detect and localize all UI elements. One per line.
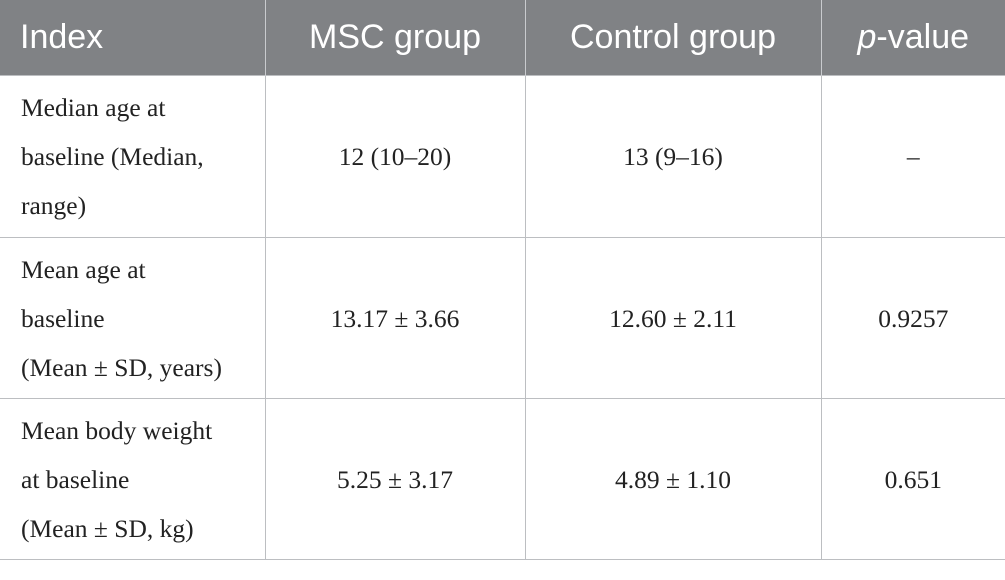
header-msc-group: MSC group: [264, 0, 526, 76]
row-label-line: at baseline: [21, 464, 130, 494]
row-label: Mean body weight at baseline (Mean ± SD,…: [0, 398, 266, 560]
header-p-value: p-value: [820, 0, 1005, 76]
row-label: Mean age at baseline (Mean ± SD, years): [0, 237, 266, 399]
header-control-group: Control group: [524, 0, 822, 76]
row-label: Median age at baseline (Median, range): [0, 75, 266, 238]
msc-value: 5.25 ± 3.17: [264, 398, 526, 560]
row-label-line: baseline (Median,: [21, 142, 204, 171]
table-header: Index MSC group Control group p-value: [0, 0, 1005, 76]
header-p-italic: p: [857, 18, 877, 56]
row-label-line: (Mean ± SD, years): [21, 352, 222, 382]
row-label-line: Median age at: [21, 93, 166, 122]
p-value: –: [820, 75, 1005, 238]
msc-value: 13.17 ± 3.66: [264, 237, 526, 399]
msc-value: 12 (10–20): [264, 75, 526, 238]
table-row: Mean body weight at baseline (Mean ± SD,…: [0, 398, 1005, 560]
row-label-line: Mean body weight: [21, 415, 213, 445]
row-label-line: range): [21, 191, 87, 220]
control-value: 12.60 ± 2.11: [524, 237, 822, 399]
table-row: Median age at baseline (Median, range) 1…: [0, 75, 1005, 238]
header-p-suffix: -value: [876, 18, 970, 56]
table-row: Mean age at baseline (Mean ± SD, years) …: [0, 237, 1005, 399]
row-label-line: baseline: [21, 303, 105, 333]
header-row: Index MSC group Control group p-value: [0, 0, 1005, 76]
header-index: Index: [0, 0, 266, 76]
p-value: 0.9257: [820, 237, 1005, 399]
row-label-line: (Mean ± SD, kg): [21, 513, 194, 543]
control-value: 4.89 ± 1.10: [524, 398, 822, 560]
p-value: 0.651: [820, 398, 1005, 560]
row-label-line: Mean age at: [21, 254, 146, 284]
control-value: 13 (9–16): [524, 75, 822, 238]
data-table: Index MSC group Control group p-value Me…: [0, 0, 1005, 560]
table-body: Median age at baseline (Median, range) 1…: [0, 75, 1005, 560]
